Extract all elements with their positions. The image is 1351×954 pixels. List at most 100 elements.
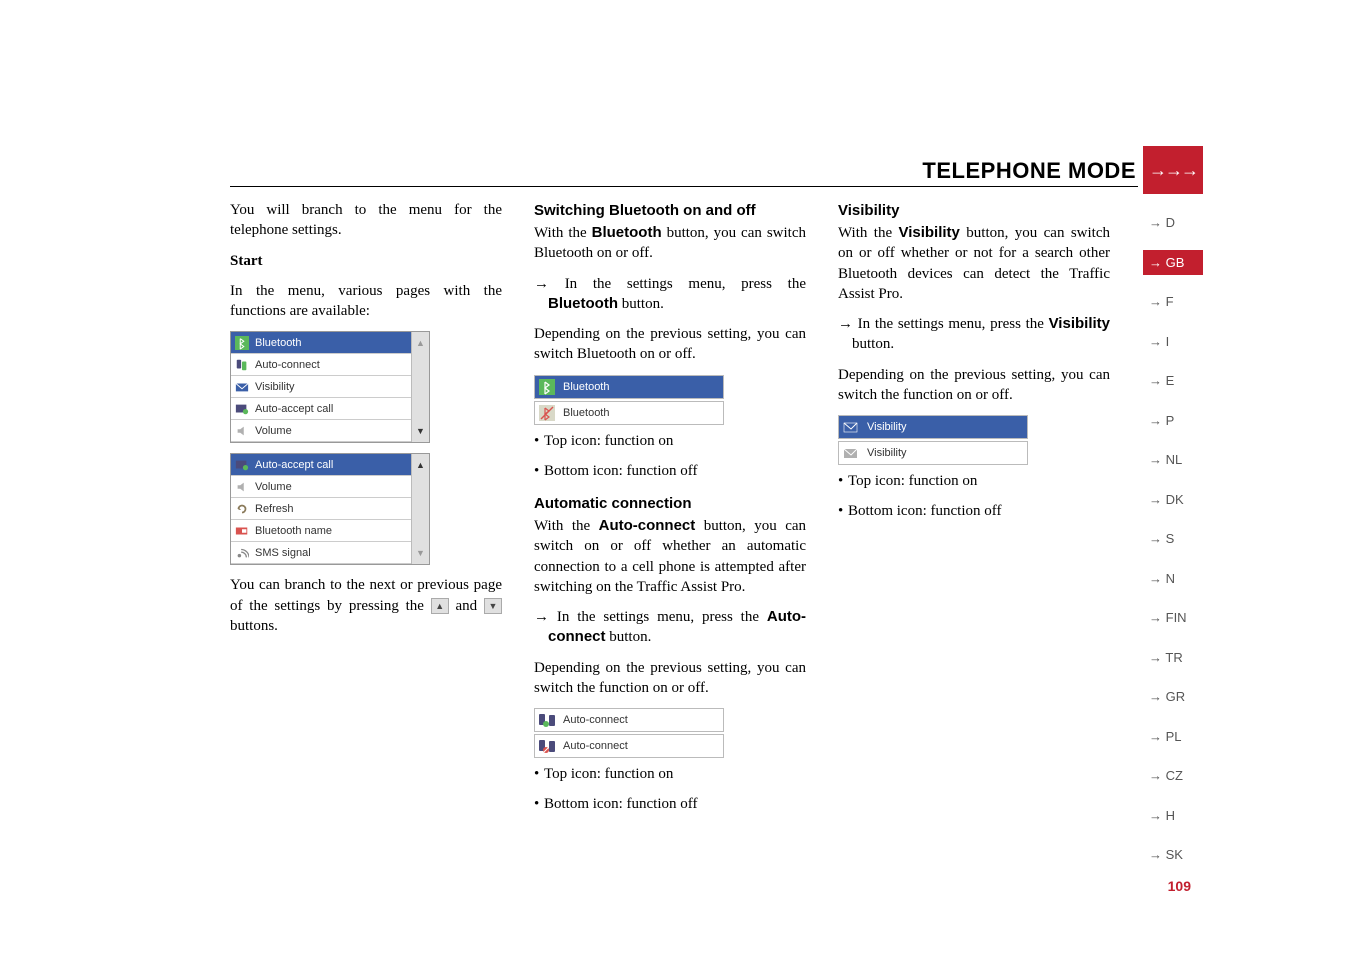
scroll-track <box>411 476 429 542</box>
header-arrow-tabs: →→→ <box>1143 146 1203 194</box>
menu-item-autoaccept[interactable]: Auto-accept call <box>231 398 429 420</box>
vis-on-item[interactable]: Visibility <box>838 415 1028 439</box>
speaker-icon <box>231 420 253 442</box>
menu-item-volume[interactable]: Volume <box>231 420 429 442</box>
header-rule <box>230 186 1138 187</box>
ac-depend: Depending on the previous setting, you c… <box>534 658 806 699</box>
demo-label: Bluetooth <box>559 381 609 393</box>
demo-label: Auto-connect <box>559 740 628 752</box>
page-title: TELEPHONE MODE <box>922 158 1136 184</box>
menu-item-btname[interactable]: Bluetooth name <box>231 520 429 542</box>
branch-text: You can branch to the next or previous p… <box>230 575 502 636</box>
vis-intro: With the Visibility button, you can swit… <box>838 223 1110 304</box>
lang-tr[interactable]: → TR <box>1143 645 1203 670</box>
intro-text: You will branch to the menu for the tele… <box>230 200 502 241</box>
ac-heading: Automatic connection <box>534 495 806 512</box>
lang-fin[interactable]: → FIN <box>1143 605 1203 630</box>
vis-demo-group: Visibility Visibility <box>838 415 1110 465</box>
lang-dk[interactable]: → DK <box>1143 487 1203 512</box>
bt-intro: With the Bluetooth button, you can switc… <box>534 223 806 264</box>
start-heading: Start <box>230 251 502 271</box>
demo-label: Auto-connect <box>559 714 628 726</box>
page: TELEPHONE MODE →→→ → D → GB → F → I → E … <box>0 0 1351 954</box>
autoconnect-off-icon <box>535 735 559 757</box>
lang-sk[interactable]: → SK <box>1143 842 1203 867</box>
sms-signal-icon <box>231 542 253 564</box>
lang-h[interactable]: → H <box>1143 803 1203 828</box>
vis-depend: Depending on the previous setting, you c… <box>838 365 1110 406</box>
menu-item-autoconnect[interactable]: Auto-connect <box>231 354 429 376</box>
scroll-down-cell[interactable]: ▼ <box>411 420 429 442</box>
bluetooth-off-icon <box>535 402 559 424</box>
scroll-track <box>411 354 429 420</box>
lang-nl[interactable]: → NL <box>1143 447 1203 472</box>
menu-item-autoaccept[interactable]: Auto-accept call <box>231 454 429 476</box>
content-columns: You will branch to the menu for the tele… <box>230 200 1110 825</box>
vis-off-bullet: Bottom icon: function off <box>838 501 1110 521</box>
bt-on-item[interactable]: Bluetooth <box>534 375 724 399</box>
ac-on-item[interactable]: Auto-connect <box>534 708 724 732</box>
menu-item-label: Volume <box>253 481 292 493</box>
lang-f[interactable]: → F <box>1143 289 1203 314</box>
demo-label: Visibility <box>863 421 907 433</box>
ac-off-item[interactable]: Auto-connect <box>534 734 724 758</box>
scroll-down-cell[interactable]: ▼ <box>411 542 429 564</box>
menu-item-volume[interactable]: Volume <box>231 476 429 498</box>
bt-on-bullet: Top icon: function on <box>534 431 806 451</box>
visibility-on-icon <box>839 416 863 438</box>
phone-accept-icon <box>231 454 253 476</box>
phone-accept-icon <box>231 398 253 420</box>
lang-e[interactable]: → E <box>1143 368 1203 393</box>
menu-item-label: Auto-accept call <box>253 403 333 415</box>
name-tag-icon <box>231 520 253 542</box>
visibility-off-icon <box>839 442 863 464</box>
bt-off-bullet: Bottom icon: function off <box>534 461 806 481</box>
settings-menu-b: Auto-accept call Volume Refresh Bluetoot… <box>230 453 430 565</box>
bluetooth-on-icon <box>535 376 559 398</box>
scroll-up-cell[interactable]: ▲ <box>411 454 429 476</box>
lang-p[interactable]: → P <box>1143 408 1203 433</box>
bt-depend: Depending on the previous setting, you c… <box>534 324 806 365</box>
menu-item-label: Bluetooth <box>253 337 301 349</box>
refresh-icon <box>231 498 253 520</box>
lang-d[interactable]: → D <box>1143 210 1203 235</box>
lang-s[interactable]: → S <box>1143 526 1203 551</box>
menu-item-refresh[interactable]: Refresh <box>231 498 429 520</box>
vis-step: → In the settings menu, press the Visibi… <box>838 314 1110 355</box>
lang-pl[interactable]: → PL <box>1143 724 1203 749</box>
ac-demo-group: Auto-connect Auto-connect <box>534 708 806 758</box>
demo-label: Bluetooth <box>559 407 609 419</box>
menu-item-visibility[interactable]: Visibility <box>231 376 429 398</box>
ac-off-bullet: Bottom icon: function off <box>534 794 806 814</box>
column-2: Switching Bluetooth on and off With the … <box>534 200 806 825</box>
scroll-up-cell[interactable]: ▲ <box>411 332 429 354</box>
menu-item-label: Visibility <box>253 381 295 393</box>
menu-item-label: Auto-accept call <box>253 459 333 471</box>
lang-cz[interactable]: → CZ <box>1143 763 1203 788</box>
bt-step: → In the settings menu, press the Blueto… <box>534 274 806 315</box>
menu-item-bluetooth[interactable]: Bluetooth <box>231 332 429 354</box>
speaker-icon <box>231 476 253 498</box>
bt-off-item[interactable]: Bluetooth <box>534 401 724 425</box>
vis-off-item[interactable]: Visibility <box>838 441 1028 465</box>
lang-i[interactable]: → I <box>1143 329 1203 354</box>
phones-icon <box>231 354 253 376</box>
language-column: → D → GB → F → I → E → P → NL → DK → S →… <box>1143 210 1203 867</box>
bt-heading: Switching Bluetooth on and off <box>534 202 806 219</box>
bt-demo-group: Bluetooth Bluetooth <box>534 375 806 425</box>
envelope-icon <box>231 376 253 398</box>
settings-menu-a: Bluetooth Auto-connect Visibility Auto-a… <box>230 331 430 443</box>
menu-item-label: Volume <box>253 425 292 437</box>
menu-item-sms[interactable]: SMS signal <box>231 542 429 564</box>
lang-gr[interactable]: → GR <box>1143 684 1203 709</box>
vis-on-bullet: Top icon: function on <box>838 471 1110 491</box>
ac-on-bullet: Top icon: function on <box>534 764 806 784</box>
down-button-icon[interactable]: ▼ <box>484 598 502 614</box>
lang-gb[interactable]: → GB <box>1143 250 1203 275</box>
ac-intro: With the Auto-connect button, you can sw… <box>534 516 806 597</box>
vis-heading: Visibility <box>838 202 1110 219</box>
lang-n[interactable]: → N <box>1143 566 1203 591</box>
up-button-icon[interactable]: ▲ <box>431 598 449 614</box>
demo-label: Visibility <box>863 447 907 459</box>
autoconnect-on-icon <box>535 709 559 731</box>
